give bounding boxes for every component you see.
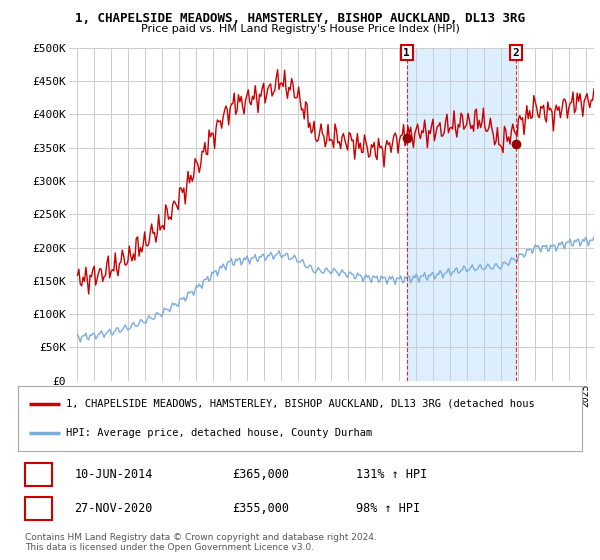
Bar — [407, 48, 516, 381]
Text: 1: 1 — [403, 48, 410, 58]
Text: 27-NOV-2020: 27-NOV-2020 — [74, 502, 153, 515]
Text: 10-JUN-2014: 10-JUN-2014 — [74, 468, 153, 481]
Text: 2: 2 — [513, 48, 520, 58]
Text: 1, CHAPELSIDE MEADOWS, HAMSTERLEY, BISHOP AUCKLAND, DL13 3RG (detached hous: 1, CHAPELSIDE MEADOWS, HAMSTERLEY, BISHO… — [66, 399, 535, 409]
Text: 2: 2 — [35, 502, 42, 515]
FancyBboxPatch shape — [25, 463, 52, 486]
Text: £365,000: £365,000 — [232, 468, 289, 481]
Text: 1: 1 — [35, 468, 42, 481]
Text: 131% ↑ HPI: 131% ↑ HPI — [356, 468, 428, 481]
Text: 98% ↑ HPI: 98% ↑ HPI — [356, 502, 421, 515]
Text: Price paid vs. HM Land Registry's House Price Index (HPI): Price paid vs. HM Land Registry's House … — [140, 24, 460, 34]
Text: 1, CHAPELSIDE MEADOWS, HAMSTERLEY, BISHOP AUCKLAND, DL13 3RG: 1, CHAPELSIDE MEADOWS, HAMSTERLEY, BISHO… — [75, 12, 525, 25]
Text: HPI: Average price, detached house, County Durham: HPI: Average price, detached house, Coun… — [66, 428, 372, 438]
Text: Contains HM Land Registry data © Crown copyright and database right 2024.
This d: Contains HM Land Registry data © Crown c… — [25, 533, 377, 552]
Text: £355,000: £355,000 — [232, 502, 289, 515]
FancyBboxPatch shape — [25, 497, 52, 520]
